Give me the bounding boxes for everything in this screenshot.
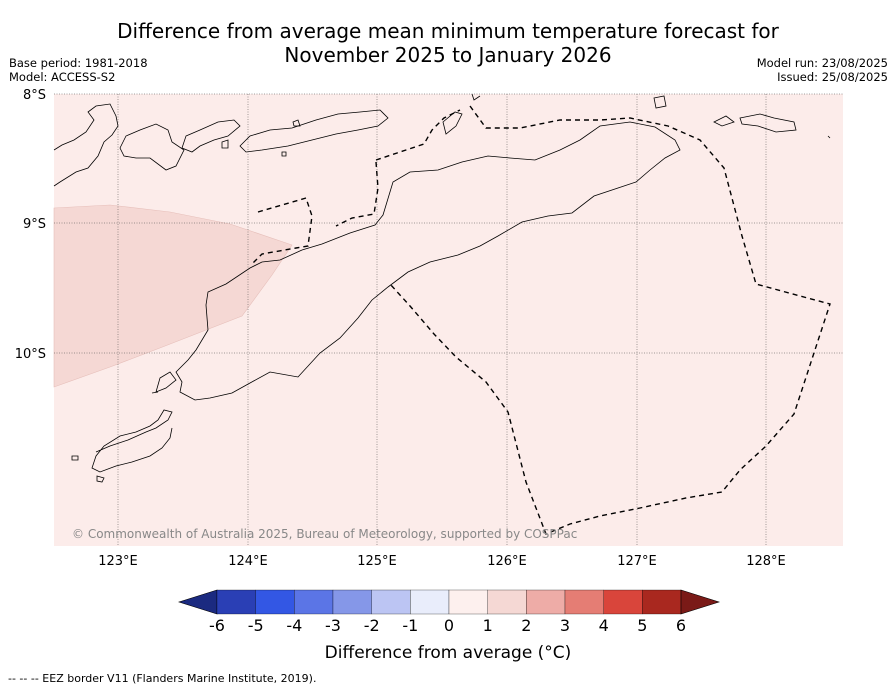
pantar-coastline: [119, 123, 185, 171]
colorbar-tick-label: 0: [444, 616, 454, 635]
colorbar-label: Difference from average (°C): [324, 643, 572, 663]
model-run-text: Model run: 23/08/2025: [756, 56, 888, 70]
wetar-coastline: [239, 109, 389, 153]
eez-border-west: [251, 197, 313, 265]
colorbar-tick-label: 1: [483, 616, 493, 635]
colorbar-segment: [410, 589, 450, 615]
islet-2: [281, 151, 287, 157]
colorbar-ticks: -6 -5 -4 -3 -2 -1 0 1 2 3 4 5 6: [209, 616, 686, 635]
base-period-text: Base period: 1981-2018: [9, 56, 148, 70]
colorbar-segment: [255, 589, 295, 615]
islet-1: [221, 139, 229, 149]
copyright-text: © Commonwealth of Australia 2025, Bureau…: [72, 527, 577, 541]
colorbar-segment: [448, 589, 488, 615]
lon-label-126e: 126°E: [487, 554, 527, 569]
colorbar-segment: [564, 589, 604, 615]
eez-footnote: -- -- -- EEZ border V11 (Flanders Marine…: [8, 672, 317, 685]
lon-label-128e: 128°E: [746, 554, 786, 569]
lat-label-9s: 9°S: [23, 217, 46, 232]
islet-3: [292, 119, 301, 127]
lon-label-124e: 124°E: [228, 554, 268, 569]
colorbar-tick-label: 2: [521, 616, 531, 635]
ne-island-3: [739, 113, 797, 133]
ne-island-2: [713, 115, 735, 127]
colorbar-segment: [487, 589, 527, 615]
lat-label-8s: 8°S: [23, 88, 46, 103]
colorbar-tick-label: 5: [637, 616, 647, 635]
semau-coastline: [155, 371, 177, 393]
model-text: Model: ACCESS-S2: [9, 70, 116, 84]
colorbar-tick-label: 6: [676, 616, 686, 635]
map-title: Difference from average mean minimum tem…: [0, 19, 896, 67]
coastlines: [53, 93, 831, 483]
colorbar-extend-high: [680, 589, 720, 615]
gridlines: [54, 93, 843, 546]
rote-coastline: [91, 409, 173, 473]
colorbar-segment: [603, 589, 643, 615]
colorbar-segment: [642, 589, 682, 615]
rote-tip: [151, 391, 159, 394]
meta-left: Base period: 1981-2018 Model: ACCESS-S2: [9, 56, 148, 84]
colorbar-tick-label: 3: [560, 616, 570, 635]
issued-text: Issued: 25/08/2025: [777, 70, 888, 84]
colorbar: [178, 589, 720, 615]
ne-island-1: [653, 95, 667, 109]
colorbar-tick-label: -1: [402, 616, 418, 635]
colorbar-tick-label: -6: [209, 616, 225, 635]
colorbar-tick-label: -3: [325, 616, 341, 635]
map-title-line2: November 2025 to January 2026: [284, 43, 612, 67]
eez-border-north: [375, 109, 461, 161]
dao-coastline: [96, 475, 105, 483]
meta-right: Model run: 23/08/2025 Issued: 25/08/2025: [757, 56, 888, 84]
timor-coastline: [175, 121, 681, 401]
colorbar-extend-low: [178, 589, 218, 615]
colorbar-segment: [332, 589, 372, 615]
colorbar-tick-label: -2: [364, 616, 380, 635]
n-islet: [471, 93, 481, 101]
colorbar-segment: [216, 589, 256, 615]
lon-labels: 123°E 124°E 125°E 126°E 127°E 128°E: [98, 554, 786, 569]
flores-alor-coastline: [53, 103, 119, 187]
colorbar-tick-label: -5: [248, 616, 264, 635]
lat-label-10s: 10°S: [15, 347, 46, 362]
alor-coastline: [181, 119, 241, 153]
map-title-line1: Difference from average mean minimum tem…: [117, 19, 779, 43]
colorbar-segment: [371, 589, 411, 615]
colorbar-segment: [526, 589, 566, 615]
colorbar-tick-label: -4: [286, 616, 302, 635]
eez-border-timor-leste: [389, 105, 831, 535]
lon-label-127e: 127°E: [617, 554, 657, 569]
colorbar-tick-label: 4: [599, 616, 609, 635]
anomaly-region-1-2: [53, 204, 293, 388]
lon-label-123e: 123°E: [98, 554, 138, 569]
ndao-coastline: [71, 455, 79, 461]
lat-labels: 8°S 9°S 10°S: [15, 88, 46, 362]
lon-label-125e: 125°E: [357, 554, 397, 569]
ne-islet: [827, 135, 831, 139]
eez-border: [251, 105, 831, 535]
colorbar-segment: [294, 589, 334, 615]
